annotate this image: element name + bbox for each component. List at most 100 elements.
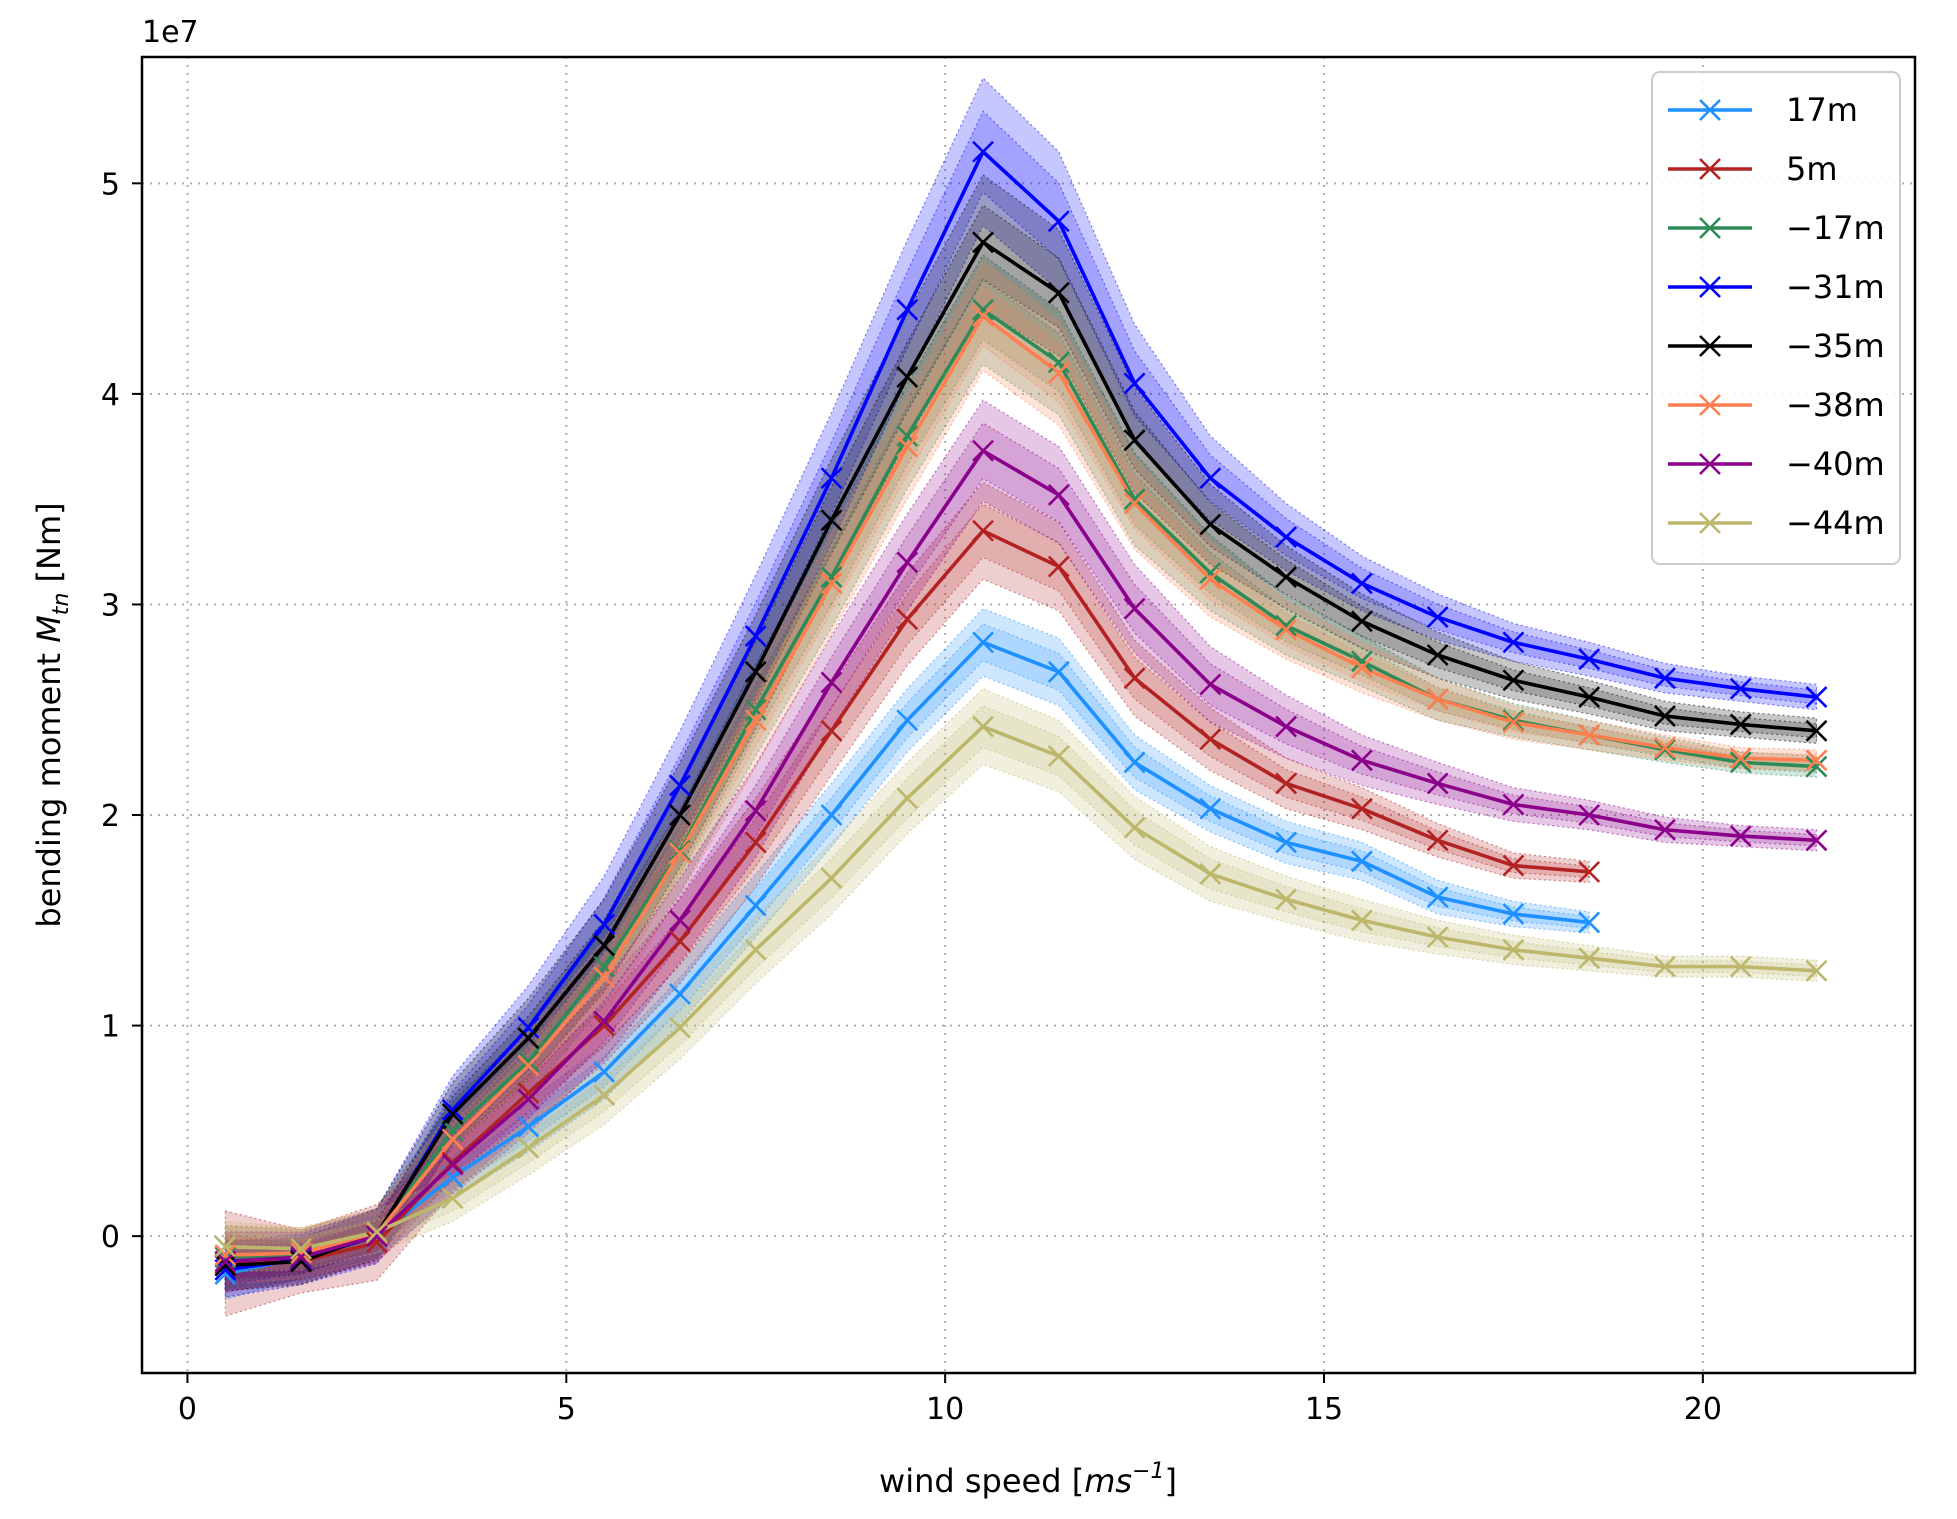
data-point [517, 1027, 540, 1050]
data-point [1199, 513, 1222, 536]
legend: 17m 5m −17m −31m −35m −38m −40m −44m [1651, 71, 1901, 565]
confidence-band [224, 77, 1818, 1298]
data-point [290, 1242, 313, 1264]
legend-marker [1699, 158, 1721, 180]
data-point [820, 509, 843, 532]
data-point [1502, 854, 1525, 877]
data-point [1654, 738, 1676, 761]
data-point [214, 1235, 237, 1258]
series-line [225, 448, 1817, 1264]
legend-marker [1699, 512, 1721, 534]
y-axis-label-unit: [Nm] [30, 502, 68, 592]
legend-marker [1699, 99, 1721, 121]
data-point [593, 913, 616, 936]
data-point [1426, 829, 1449, 852]
data-point [517, 1115, 540, 1138]
confidence-band [224, 204, 1818, 1281]
data-point [972, 439, 994, 462]
data-point [1578, 724, 1601, 746]
x-axis-label-suffix: ] [1164, 1462, 1176, 1500]
data-point [1199, 728, 1222, 751]
data-point [593, 955, 616, 978]
data-point [1350, 650, 1373, 673]
data-point [1426, 688, 1449, 711]
x-tick-label: 10 [926, 1392, 964, 1427]
y-tick-label: 2 [101, 799, 120, 834]
data-point [441, 1128, 464, 1151]
y-tick-label: 5 [101, 167, 120, 202]
data-point [972, 715, 994, 738]
data-point [896, 425, 919, 447]
data-point [1123, 429, 1146, 452]
confidence-band [224, 284, 1818, 1272]
data-point [1123, 751, 1146, 774]
data-point [972, 298, 994, 321]
data-point [1729, 955, 1752, 978]
data-point [1047, 555, 1070, 578]
legend-label: −31m [1786, 268, 1885, 306]
data-point [593, 1084, 616, 1106]
data-point [1350, 610, 1373, 633]
legend-box [1651, 71, 1901, 565]
data-point [820, 719, 843, 742]
data-point [1502, 709, 1525, 732]
x-tick-label: 5 [557, 1392, 576, 1427]
data-point [593, 934, 616, 957]
legend-entry: −40m [1668, 445, 1885, 483]
legend-marker [1699, 276, 1721, 298]
data-point [669, 841, 691, 864]
x-tick-label: 0 [178, 1392, 197, 1427]
data-point [517, 1054, 540, 1077]
legend-entry: 17m [1668, 91, 1858, 129]
data-point [896, 608, 919, 631]
data-point [441, 1098, 464, 1121]
x-axis-label-math: ms [1084, 1462, 1132, 1500]
data-point [669, 1016, 691, 1039]
data-point [290, 1244, 313, 1267]
data-point [1275, 618, 1298, 641]
y-tick-label: 0 [101, 1220, 120, 1255]
data-point [1578, 947, 1601, 970]
legend-label: −35m [1786, 327, 1885, 365]
confidence-band [224, 687, 1818, 1273]
data-point [517, 1016, 540, 1039]
data-point [744, 660, 767, 683]
data-point [1729, 677, 1752, 700]
data-point [1729, 825, 1752, 847]
legend-label: −38m [1786, 386, 1885, 424]
data-point [896, 435, 919, 458]
data-point [820, 804, 843, 826]
data-point [744, 709, 767, 732]
data-point [1123, 816, 1146, 839]
data-point [1199, 863, 1222, 885]
data-point [669, 804, 691, 826]
data-point [1578, 804, 1601, 826]
data-point [593, 966, 616, 989]
data-point [972, 305, 994, 327]
data-point [1426, 926, 1449, 949]
data-point [593, 1014, 616, 1037]
data-point [896, 787, 919, 810]
data-point [1199, 673, 1222, 696]
data-point [744, 831, 767, 854]
data-point [820, 572, 843, 595]
data-point [1350, 797, 1373, 820]
confidence-band [224, 278, 1818, 1276]
legend-label: −44m [1786, 504, 1885, 542]
legend-label: −40m [1786, 445, 1885, 483]
series-markers [214, 140, 1828, 1285]
data-point [441, 1103, 464, 1125]
y-axis-label-prefix: bending moment [30, 643, 68, 928]
legend-marker [1699, 335, 1721, 357]
data-point [896, 298, 919, 321]
data-point [1275, 614, 1298, 637]
data-point [896, 366, 919, 388]
data-point [517, 1088, 540, 1111]
data-point [1275, 715, 1298, 738]
data-point [744, 625, 767, 647]
confidence-band [224, 399, 1818, 1292]
y-axis-label-sub: tn [49, 593, 74, 616]
legend-marker [1699, 453, 1721, 475]
data-point [1805, 959, 1828, 982]
